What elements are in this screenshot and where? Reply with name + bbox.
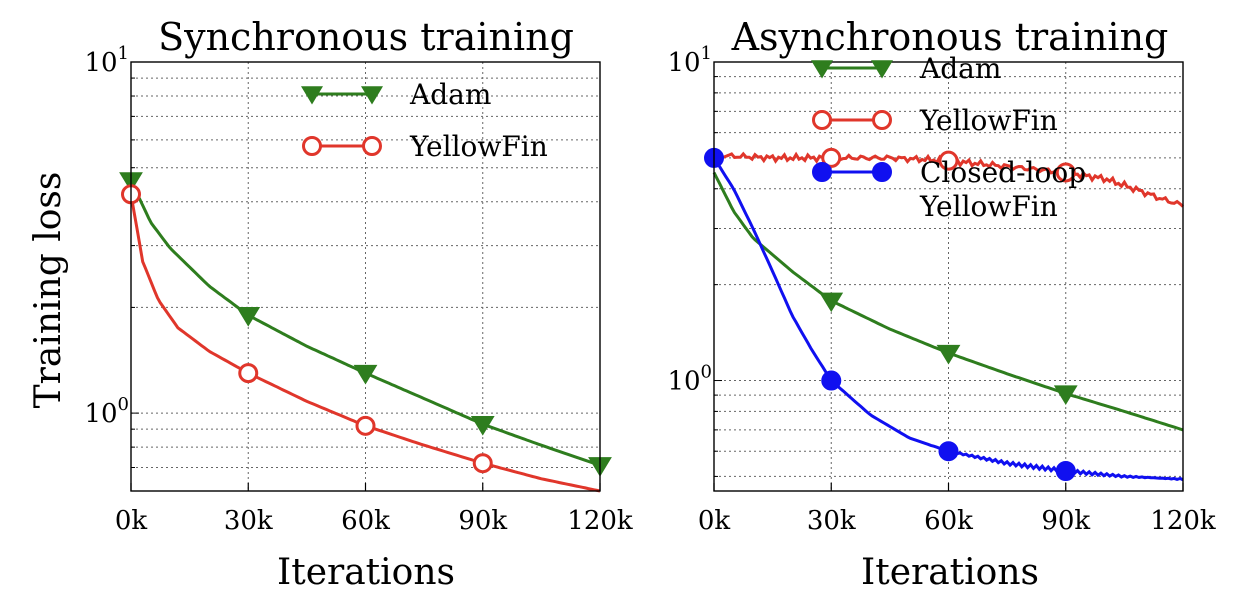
data-point [1053, 385, 1078, 405]
x-axis-label: Iterations [277, 552, 455, 593]
y-tick-label: 100 [84, 394, 129, 429]
data-point [1055, 162, 1076, 183]
legend-marker [302, 136, 322, 156]
legend-marker [812, 162, 832, 182]
legend-label: YellowFin [409, 130, 548, 163]
data-point [938, 441, 959, 462]
legend-marker [361, 86, 383, 105]
y-tick-label: 100 [667, 362, 712, 397]
legend-label: Adam [919, 52, 1001, 85]
x-tick-label: 90k [1041, 506, 1090, 536]
legend-marker [872, 110, 892, 130]
data-point [936, 344, 961, 365]
x-tick-label: 0k [115, 506, 148, 536]
data-point [238, 363, 259, 384]
legend: Adam YellowFin [301, 78, 548, 163]
data-point [472, 453, 493, 474]
data-point [355, 415, 376, 436]
x-axis-label: Iterations [861, 552, 1039, 593]
chart-title: Asynchronous training [731, 15, 1169, 59]
data-point [353, 364, 378, 385]
data-point [819, 292, 844, 313]
legend-marker [301, 86, 323, 105]
y-tick-label: 101 [84, 43, 129, 78]
x-tick-label: 60k [341, 506, 390, 536]
chart-title: Synchronous training [158, 15, 574, 59]
data-point [821, 147, 842, 168]
legend-marker [362, 136, 382, 156]
y-axis-label: Training loss [28, 172, 69, 409]
data-point [821, 370, 842, 391]
legend-label: Closed-loop [920, 156, 1086, 189]
right-chart: Asynchronous training Iterations 0k 30k 60… [667, 15, 1215, 593]
data-point [1055, 460, 1076, 481]
x-tick-label: 0k [698, 506, 731, 536]
x-tick-label: 120k [567, 506, 633, 536]
legend-label: YellowFin [919, 190, 1058, 223]
legend-marker [812, 110, 832, 130]
data-point [470, 415, 495, 436]
legend-label: YellowFin [919, 104, 1058, 137]
data-point [938, 150, 959, 171]
x-tick-label: 60k [924, 506, 973, 536]
legend-label: Adam [409, 78, 491, 111]
legend-marker [811, 60, 833, 79]
data-point [236, 307, 261, 327]
x-tick-label: 90k [458, 506, 507, 536]
x-tick-label: 120k [1150, 506, 1216, 536]
x-tick-label: 30k [224, 506, 273, 536]
y-tick-label: 101 [667, 43, 712, 78]
x-tick-label: 30k [807, 506, 856, 536]
legend-marker [872, 162, 892, 182]
legend-marker [871, 60, 893, 79]
left-chart: Synchronous training Iterations Training… [28, 15, 633, 593]
